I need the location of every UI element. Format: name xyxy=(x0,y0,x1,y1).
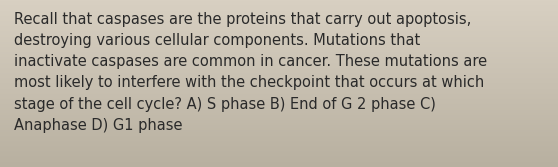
Text: Recall that caspases are the proteins that carry out apoptosis,
destroying vario: Recall that caspases are the proteins th… xyxy=(14,12,487,133)
